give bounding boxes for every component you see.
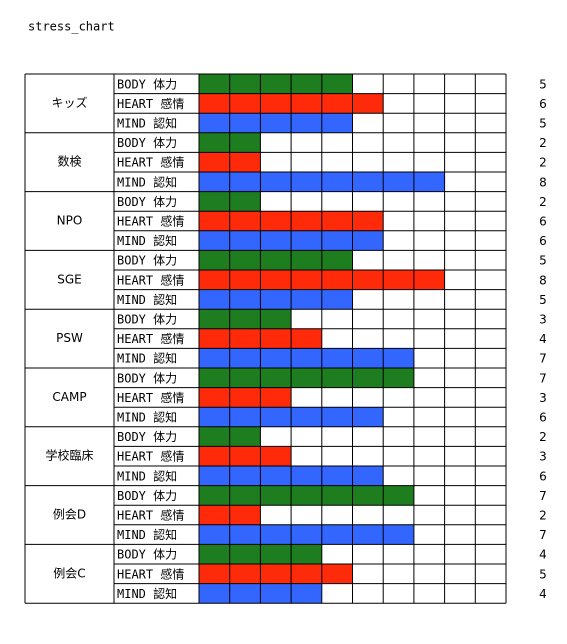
value-label: 4: [539, 548, 547, 562]
bar: [199, 348, 414, 368]
chart-title: stress_chart: [28, 20, 115, 34]
value-label: 2: [539, 136, 547, 150]
row-label: MIND 認知: [117, 116, 177, 131]
bar: [199, 485, 414, 506]
value-label: 7: [539, 528, 547, 542]
row-label: MIND 認知: [117, 233, 177, 248]
row-label: HEART 感情: [117, 331, 184, 346]
row-label: MIND 認知: [117, 351, 177, 366]
group-label: 数検: [57, 154, 81, 169]
group-label: キッズ: [51, 95, 87, 110]
row-label: HEART 感情: [117, 155, 184, 170]
group-label: 例会C: [53, 566, 85, 580]
row-label: HEART 感情: [117, 449, 184, 464]
row-label: HEART 感情: [117, 272, 184, 287]
bar: [199, 250, 353, 270]
value-label: 6: [539, 411, 547, 425]
bar: [199, 446, 292, 466]
group-label: SGE: [57, 272, 82, 286]
value-label: 6: [539, 234, 547, 248]
value-label: 6: [539, 97, 547, 111]
value-label: 4: [539, 587, 547, 601]
value-label: 5: [539, 293, 547, 307]
row-label: HEART 感情: [117, 214, 184, 229]
value-label: 5: [539, 117, 547, 131]
value-label: 8: [539, 175, 547, 189]
value-label: 7: [539, 352, 547, 366]
row-label: BODY 体力: [117, 136, 177, 150]
group-label: PSW: [56, 331, 83, 345]
row-label: BODY 体力: [117, 371, 177, 385]
row-label: MIND 認知: [117, 586, 177, 601]
value-label: 7: [539, 489, 547, 503]
row-label: HEART 感情: [117, 390, 184, 405]
row-label: HEART 感情: [117, 566, 184, 581]
value-label: 2: [539, 156, 547, 170]
value-label: 3: [539, 450, 547, 464]
row-label: HEART 感情: [117, 508, 184, 523]
value-label: 6: [539, 469, 547, 483]
row-label: MIND 認知: [117, 468, 177, 483]
row-label: BODY 体力: [117, 489, 177, 503]
group-label: CAMP: [52, 390, 86, 404]
row-label: BODY 体力: [117, 430, 177, 444]
value-label: 5: [539, 254, 547, 268]
row-label: BODY 体力: [117, 254, 177, 268]
bar: [199, 564, 353, 584]
value-label: 6: [539, 215, 547, 229]
row-label: BODY 体力: [117, 195, 177, 209]
value-label: 4: [539, 332, 547, 346]
row-label: MIND 認知: [117, 527, 177, 542]
value-label: 2: [539, 430, 547, 444]
value-label: 5: [539, 77, 547, 91]
row-label: MIND 認知: [117, 292, 177, 307]
row-label: BODY 体力: [117, 77, 177, 91]
value-label: 8: [539, 273, 547, 287]
bar: [199, 368, 414, 388]
row-label: BODY 体力: [117, 313, 177, 327]
bar: [199, 289, 353, 310]
bar: [199, 387, 292, 408]
row-label: HEART 感情: [117, 96, 184, 111]
group-label: 学校臨床: [45, 448, 93, 463]
value-label: 3: [539, 313, 547, 327]
bar: [199, 524, 414, 545]
bar: [199, 309, 292, 329]
bar: [199, 113, 353, 133]
value-label: 3: [539, 391, 547, 405]
bar: [199, 74, 353, 94]
value-label: 2: [539, 195, 547, 209]
row-label: BODY 体力: [117, 548, 177, 562]
value-label: 5: [539, 567, 547, 581]
row-label: MIND 認知: [117, 410, 177, 425]
group-label: NPO: [57, 214, 83, 228]
group-label: 例会D: [53, 508, 86, 522]
value-label: 2: [539, 509, 547, 523]
value-label: 7: [539, 371, 547, 385]
row-label: MIND 認知: [117, 174, 177, 189]
